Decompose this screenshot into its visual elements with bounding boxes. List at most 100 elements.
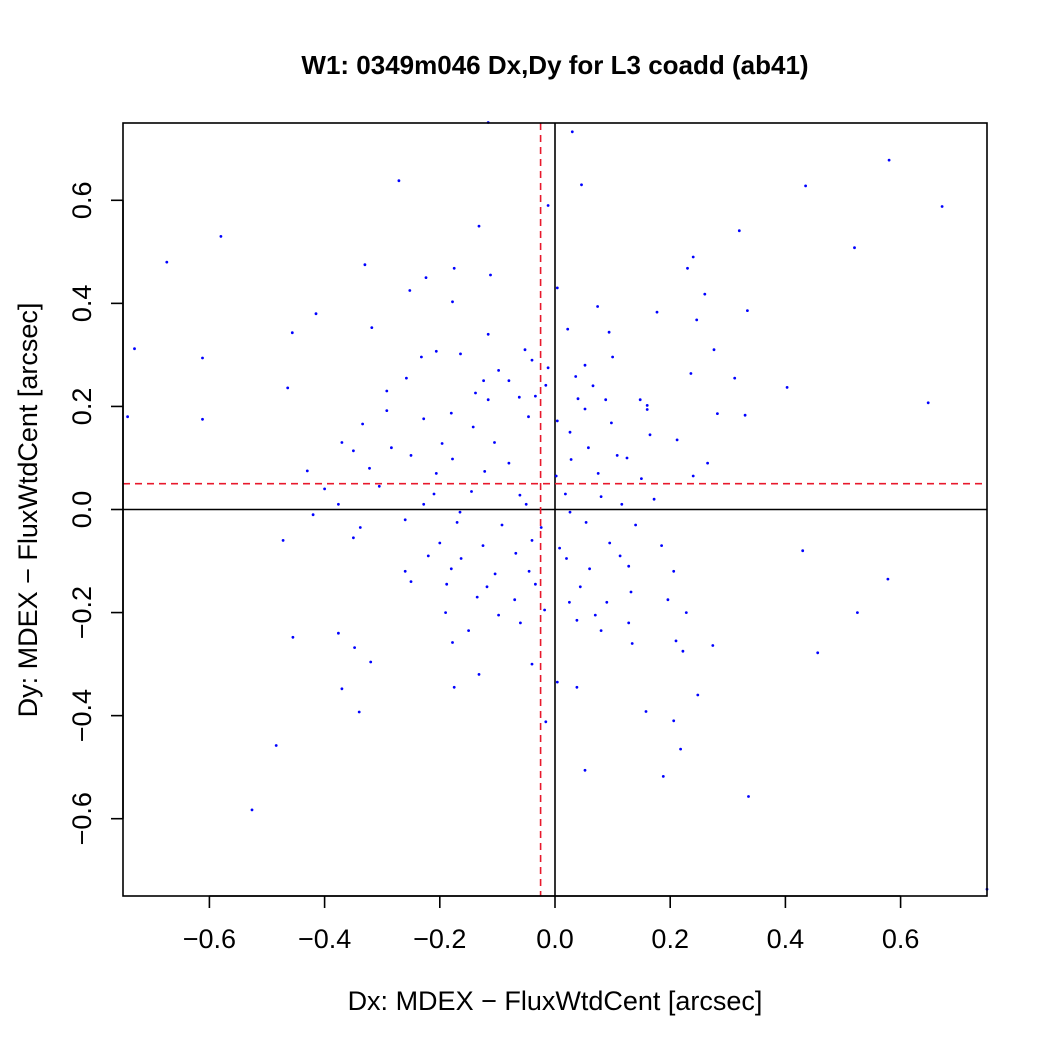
data-point <box>746 309 749 312</box>
data-point <box>486 398 490 402</box>
data-point <box>712 348 716 352</box>
data-point <box>610 421 613 425</box>
data-point <box>566 327 570 331</box>
data-point <box>554 474 558 478</box>
data-point <box>477 673 481 676</box>
data-point <box>856 611 859 614</box>
data-point <box>477 224 481 228</box>
y-axis: −0.6 −0.4 −0.2 0.0 0.2 0.4 0.6 <box>67 182 124 845</box>
data-point <box>588 567 591 571</box>
data-point <box>543 608 546 612</box>
data-point <box>434 472 438 475</box>
data-point <box>403 518 407 522</box>
data-point <box>627 621 631 625</box>
data-point <box>887 158 891 162</box>
data-point <box>711 644 715 647</box>
data-point <box>352 536 355 540</box>
data-point <box>785 386 789 389</box>
data-point <box>544 720 548 724</box>
data-point <box>599 629 603 632</box>
data-point <box>422 417 426 421</box>
data-point <box>737 229 741 233</box>
data-point <box>357 710 361 714</box>
data-point <box>323 487 326 491</box>
data-point <box>523 348 527 352</box>
data-point <box>445 582 449 586</box>
data-point <box>587 446 590 450</box>
data-point <box>500 523 504 527</box>
x-tick-label: 0.0 <box>536 924 574 954</box>
data-point <box>608 541 612 545</box>
data-point <box>426 554 430 558</box>
data-point <box>507 461 511 465</box>
y-tick-label: −0.4 <box>67 689 97 742</box>
data-point <box>518 493 522 497</box>
data-point <box>546 204 550 207</box>
data-point <box>449 411 453 415</box>
data-point <box>514 551 518 555</box>
data-point <box>695 318 699 322</box>
y-tick-label: 0.2 <box>67 388 97 426</box>
data-point <box>576 397 580 401</box>
data-point <box>645 404 649 407</box>
data-point <box>555 286 559 290</box>
y-axis-title: Dy: MDEX − FluxWtdCent [arcsec] <box>13 303 43 718</box>
data-point <box>575 618 579 622</box>
data-point <box>314 312 318 316</box>
data-point <box>369 660 373 664</box>
data-point <box>596 472 600 475</box>
data-point <box>655 310 659 314</box>
data-point <box>716 412 719 415</box>
data-point <box>126 415 129 419</box>
data-point <box>652 497 656 501</box>
data-point <box>627 564 631 568</box>
plot-area: −0.6 −0.4 −0.2 0.0 0.2 0.4 0.6 −0.6 −0.4 −0.2 0.0 0… <box>67 121 989 954</box>
data-point <box>493 441 496 444</box>
data-point <box>358 526 362 529</box>
data-point <box>281 539 285 542</box>
data-point <box>580 183 583 187</box>
data-point <box>675 438 679 442</box>
data-point <box>489 273 492 277</box>
data-point <box>482 379 485 383</box>
data-point <box>458 510 462 514</box>
x-tick-label: 0.4 <box>767 924 805 954</box>
data-point <box>926 401 930 405</box>
data-point <box>672 719 676 723</box>
data-point <box>361 422 364 426</box>
data-point <box>133 347 136 351</box>
data-point <box>485 585 489 589</box>
data-point <box>290 331 294 335</box>
data-point <box>452 685 456 689</box>
data-point <box>816 651 820 655</box>
data-point <box>440 442 444 445</box>
data-point <box>564 492 567 496</box>
data-point <box>618 554 622 558</box>
data-point <box>583 407 587 411</box>
data-point <box>370 326 374 329</box>
data-point <box>451 641 454 644</box>
data-point <box>530 539 534 542</box>
data-point <box>424 276 428 279</box>
data-point <box>422 502 426 506</box>
data-point <box>311 513 315 517</box>
data-point <box>291 635 295 639</box>
data-point <box>733 376 737 380</box>
data-point <box>390 446 393 450</box>
data-point <box>527 415 530 419</box>
data-point <box>534 582 537 586</box>
data-point <box>583 768 587 772</box>
data-point <box>470 490 473 493</box>
data-point <box>165 260 169 264</box>
data-point <box>684 611 688 614</box>
data-point <box>570 130 574 134</box>
data-point <box>527 569 531 573</box>
data-point <box>286 386 290 390</box>
data-point <box>201 356 204 360</box>
data-point <box>583 363 587 367</box>
data-point <box>340 441 344 444</box>
data-point <box>569 458 573 461</box>
data-point <box>743 413 747 417</box>
data-point <box>638 398 642 402</box>
data-point <box>530 358 534 362</box>
